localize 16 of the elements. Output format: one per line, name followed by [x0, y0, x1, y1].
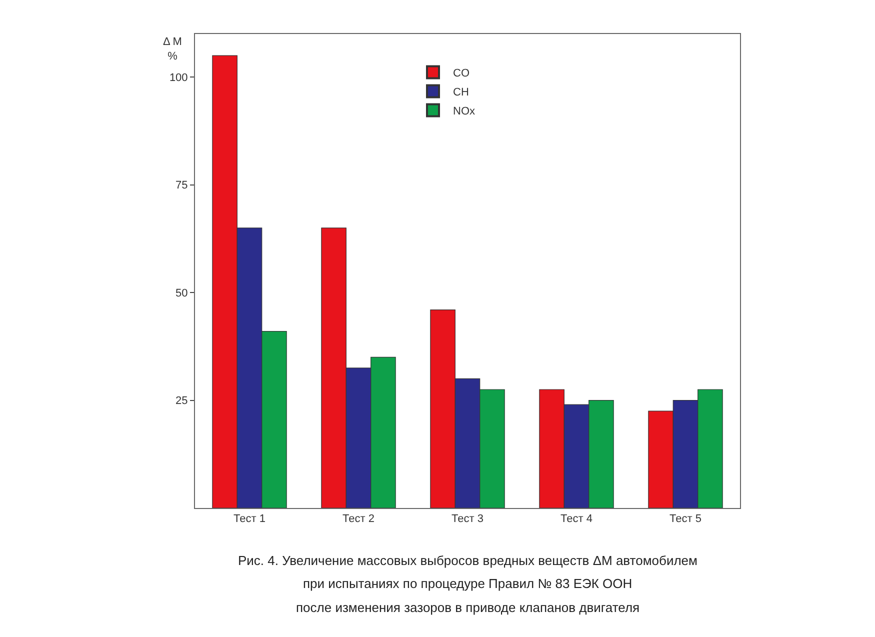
- text: при испытаниях по процедуре Правил № 83 ЕЭК ООН: [303, 576, 632, 591]
- y-tick-label: 50: [176, 287, 188, 300]
- y-axis-title: Δ M %: [163, 36, 182, 62]
- text: после изменения зазоров в приводе клапанов двигателя: [296, 600, 640, 615]
- x-tick-label: Тест 3: [452, 513, 484, 526]
- x-tick-label: Тест 2: [342, 513, 374, 526]
- x-tick-label: Тест 5: [670, 513, 702, 526]
- legend-label: CO: [453, 67, 470, 80]
- legend-label: NOx: [453, 105, 476, 118]
- y-tick-label: 25: [176, 395, 188, 408]
- y-tick-label: 100: [169, 72, 188, 84]
- x-tick-label: Тест 1: [234, 513, 266, 526]
- y-tick-label: 75: [176, 180, 188, 192]
- x-tick-label: Тест 4: [560, 513, 592, 526]
- text: Рис. 4. Увеличение массовых выбросов вредных веществ ΔM автомобилем: [238, 553, 698, 568]
- legend-label: CH: [453, 86, 469, 98]
